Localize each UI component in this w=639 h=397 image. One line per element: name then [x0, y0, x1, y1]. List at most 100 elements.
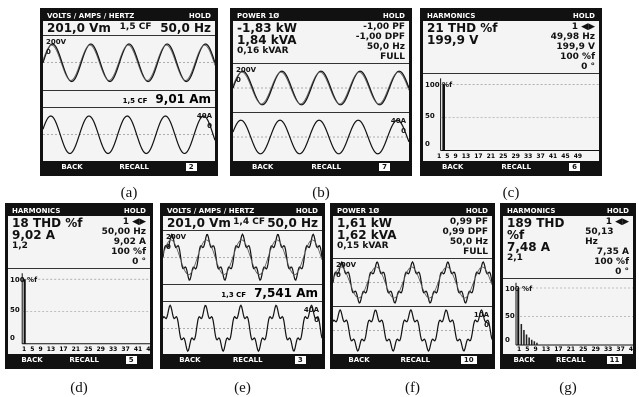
reading-column: 1 ◀▶49,98 Hz199,9 V100 %f0 °: [551, 22, 595, 72]
status: HOLD: [124, 207, 146, 215]
menu-item: RECALL: [119, 163, 149, 171]
scale-label: 0: [401, 127, 406, 135]
screen-title: HARMONICS: [12, 207, 60, 215]
reading: 50,0 Hz: [367, 42, 405, 52]
menu-item: 7: [379, 163, 390, 171]
readings: 21 THD %f199,9 V 1 ◀▶49,98 Hz199,9 V100 %…: [423, 21, 599, 73]
caption: (a): [109, 185, 149, 202]
reading: 9,01 Am: [155, 92, 211, 106]
reading: 50,00 Hz: [102, 227, 146, 237]
reading: 1,5 CF: [123, 97, 148, 105]
y-label: 0: [425, 140, 430, 148]
plot-area: 40A0: [43, 107, 215, 162]
y-label: 100 %f: [505, 285, 532, 293]
caption: (c): [491, 185, 531, 202]
menu-item: 5: [126, 356, 137, 364]
reading-column: 1,61 kW1,62 kVA0,15 kVAR: [337, 217, 397, 257]
screen: HARMONICSHOLD189 THD %f7,48 A2,11 ◀▶50,1…: [500, 203, 636, 369]
header-bar: VOLTS / AMPS / HERTZHOLD: [163, 206, 322, 216]
reading: 9,02 A: [114, 237, 146, 247]
reading: 0,99 DPF: [442, 227, 488, 237]
menu-item: 6: [569, 163, 580, 171]
plot: [163, 302, 322, 355]
caption: (e): [223, 380, 263, 397]
menu-item: RECALL: [556, 356, 586, 364]
reading: -1,00 PF: [363, 22, 405, 32]
plot-area: 10A0: [333, 306, 492, 354]
reading: 50,0 Hz: [450, 237, 488, 247]
plot: [333, 259, 492, 306]
fundamental-bar: [24, 279, 26, 344]
reading-column: -1,00 PF-1,00 DPF50,0 HzFULL: [356, 22, 405, 62]
x-label: 1 5 9 13 17 21 25 29 33 37 41 45 49: [517, 346, 629, 353]
reading: 199,9 V: [427, 34, 498, 46]
scale-label: 200V: [46, 38, 66, 46]
caption: (g): [548, 380, 588, 397]
screen: VOLTS / AMPS / HERTZHOLD201,0 Vm1,4 CF50…: [160, 203, 325, 369]
reading-column: 1,4 CF: [233, 217, 265, 229]
reading: 0,99 PF: [450, 217, 488, 227]
harmonic-bar: [528, 338, 530, 346]
reading-column: 21 THD %f199,9 V: [427, 22, 498, 72]
reading: 2,1: [507, 253, 585, 263]
menu-item: BACK: [179, 356, 200, 364]
reading: 49,98 Hz: [551, 32, 595, 42]
screen: HARMONICSHOLD18 THD %f9,02 A1,21 ◀▶50,00…: [5, 203, 153, 369]
screen-title: POWER 1Ø: [237, 12, 279, 20]
plot: [43, 108, 215, 162]
reading: 0 °: [581, 62, 595, 72]
plot: [233, 64, 409, 112]
status: HOLD: [466, 207, 488, 215]
reading: 0,15 kVAR: [337, 241, 397, 251]
reading: -1,00 DPF: [356, 32, 405, 42]
plot-area: 200V 0: [43, 35, 215, 90]
menu-item: BACK: [61, 163, 82, 171]
status: HOLD: [189, 12, 211, 20]
header-bar: POWER 1Ø HOLD: [233, 11, 409, 21]
status: HOLD: [296, 207, 318, 215]
menu-item: 11: [607, 356, 623, 364]
reading-column: 201,0 Vm: [167, 217, 231, 229]
screen-title: HARMONICS: [427, 12, 475, 20]
scale-label: 0: [46, 48, 51, 56]
scale-label: 40A: [391, 117, 406, 125]
reading: 1,5 CF: [120, 22, 152, 32]
reading: 7,35 A: [597, 247, 629, 257]
header-bar: HARMONICSHOLD: [503, 206, 633, 216]
menu-item: RECALL: [69, 356, 99, 364]
menu-item: BACK: [442, 163, 463, 171]
reading: 189 THD %f: [507, 217, 585, 241]
mid-readings: 1,3 CF7,541 Am: [163, 284, 322, 301]
caption: (b): [301, 185, 341, 202]
scale-label: 40A: [304, 306, 319, 314]
plot-area: 40A0: [233, 112, 409, 161]
menu-item: RECALL: [400, 356, 430, 364]
reading: 1,3 CF: [221, 291, 246, 299]
fundamental-bar: [442, 84, 445, 150]
waveform: [333, 310, 492, 351]
harmonic-bar: [521, 324, 523, 345]
harmonic-bar: [534, 341, 536, 345]
reading: 50,13 Hz: [585, 227, 629, 247]
reading-column: 1 ◀▶50,00 Hz9,02 A100 %f0 °: [102, 217, 146, 267]
x-label: 1 5 9 13 17 21 25 29 33 37 41 45 49: [437, 153, 595, 160]
plot-area: 100 %f5001 5 9 13 17 21 25 29 33 37 41 4…: [8, 268, 150, 354]
mid-readings: 1,5 CF 9,01 Am: [43, 90, 215, 107]
scale-label: 200V: [236, 66, 256, 74]
plot: [163, 231, 322, 284]
status: HOLD: [383, 12, 405, 20]
reading-column: 1,5 CF: [120, 22, 152, 34]
reading: 0,16 kVAR: [237, 46, 297, 56]
harmonic-bar: [523, 330, 525, 345]
screen-title: POWER 1Ø: [337, 207, 379, 215]
scale-label: 0: [336, 271, 341, 279]
reading: 1,84 kVA: [237, 34, 297, 46]
